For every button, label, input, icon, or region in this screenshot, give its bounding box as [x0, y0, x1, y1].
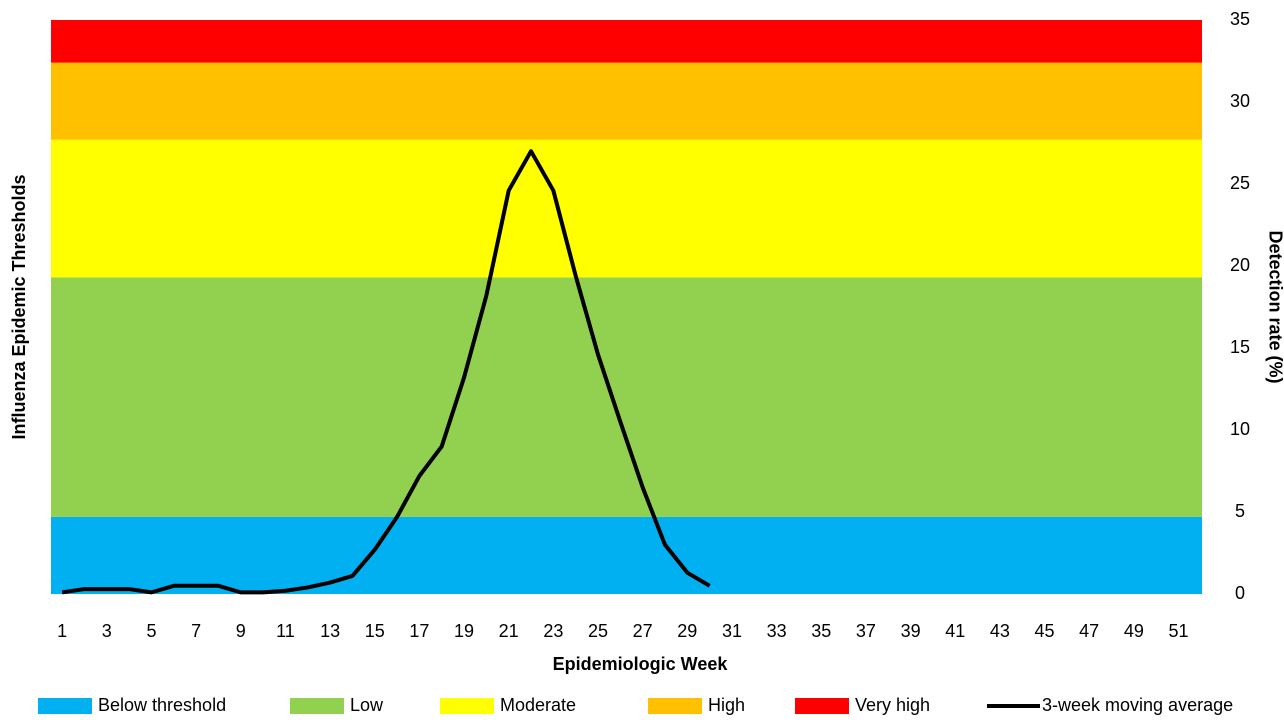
- line: [61, 149, 711, 595]
- legend-label: High: [708, 695, 745, 715]
- y-tick-label: 5: [1235, 501, 1245, 521]
- x-tick-label: 37: [856, 621, 876, 641]
- x-tick-label: 13: [320, 621, 340, 641]
- x-tick-label: 35: [811, 621, 831, 641]
- y-tick-label: 25: [1230, 173, 1250, 193]
- x-tick-label: 11: [276, 621, 295, 641]
- legend-swatch: [290, 698, 344, 714]
- legend-label: Below threshold: [98, 695, 226, 715]
- x-tick-label: 9: [236, 621, 246, 641]
- threshold-band: [51, 20, 1202, 63]
- legend-label: Very high: [855, 695, 930, 715]
- x-tick-label: 31: [722, 621, 742, 641]
- x-tick-label: 23: [543, 621, 563, 641]
- x-tick-label: 45: [1035, 621, 1055, 641]
- y-tick-label: 10: [1230, 419, 1250, 439]
- y-tick-label: 20: [1230, 255, 1250, 275]
- x-axis-title: Epidemiologic Week: [553, 654, 729, 674]
- y-axis-title: Influenza Epidemic Thresholds: [9, 174, 29, 439]
- legend-swatch: [648, 698, 702, 714]
- x-tick-label: 51: [1168, 621, 1188, 641]
- x-tick-label: 49: [1124, 621, 1144, 641]
- legend-label: 3-week moving average: [1042, 695, 1233, 715]
- threshold-band: [51, 277, 1202, 517]
- x-tick-label: 39: [901, 621, 921, 641]
- x-tick-label: 33: [767, 621, 787, 641]
- y-tick-label: 30: [1230, 91, 1250, 111]
- threshold-band: [51, 516, 1202, 594]
- x-tick-label: 1: [57, 621, 67, 641]
- y-tick-label: 0: [1235, 583, 1245, 603]
- threshold-band: [51, 62, 1202, 140]
- legend-label: Low: [350, 695, 384, 715]
- x-tick-label: 27: [633, 621, 653, 641]
- x-tick-label: 21: [499, 621, 519, 641]
- y-tick-label: 15: [1230, 337, 1250, 357]
- x-tick-label: 47: [1079, 621, 1099, 641]
- x-tick-label: 43: [990, 621, 1010, 641]
- x-tick-label: 19: [454, 621, 474, 641]
- x-tick-label: 5: [146, 621, 156, 641]
- x-tick-label: 3: [102, 621, 112, 641]
- y2-axis-title: Detection rate (%): [1265, 230, 1284, 383]
- legend-swatch: [795, 698, 849, 714]
- x-tick-label: 41: [945, 621, 965, 641]
- legend-label: Moderate: [500, 695, 576, 715]
- legend-swatch: [440, 698, 494, 714]
- x-tick-label: 17: [409, 621, 429, 641]
- x-tick-label: 29: [677, 621, 697, 641]
- threshold-band: [51, 139, 1202, 278]
- legend-swatch: [38, 698, 92, 714]
- x-tick-label: 7: [191, 621, 201, 641]
- x-tick-label: 15: [365, 621, 385, 641]
- y-tick-label: 35: [1230, 9, 1250, 29]
- x-tick-label: 25: [588, 621, 608, 641]
